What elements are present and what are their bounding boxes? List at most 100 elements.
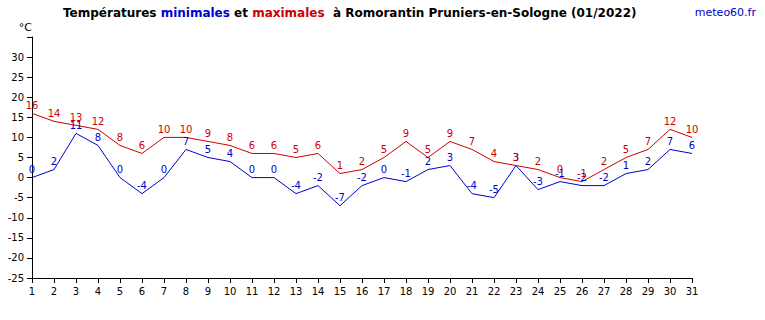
svg-text:25: 25 <box>554 286 567 297</box>
svg-text:7: 7 <box>161 286 167 297</box>
svg-text:2: 2 <box>425 156 431 167</box>
svg-text:4: 4 <box>95 286 101 297</box>
svg-text:27: 27 <box>598 286 611 297</box>
svg-text:3: 3 <box>73 286 79 297</box>
svg-text:23: 23 <box>510 286 523 297</box>
svg-text:18: 18 <box>400 286 413 297</box>
svg-text:29: 29 <box>642 286 655 297</box>
svg-text:7: 7 <box>645 136 651 147</box>
svg-text:6: 6 <box>271 140 277 151</box>
svg-text:30: 30 <box>11 52 24 63</box>
svg-text:2: 2 <box>359 156 365 167</box>
svg-text:-25: -25 <box>8 273 24 284</box>
svg-text:5: 5 <box>18 152 24 163</box>
svg-text:1: 1 <box>29 286 35 297</box>
svg-text:11: 11 <box>246 286 259 297</box>
svg-text:9: 9 <box>205 286 211 297</box>
svg-text:2: 2 <box>51 156 57 167</box>
svg-text:0: 0 <box>117 164 123 175</box>
svg-text:8: 8 <box>117 132 123 143</box>
svg-text:21: 21 <box>466 286 479 297</box>
svg-text:5: 5 <box>381 144 387 155</box>
svg-text:-5: -5 <box>489 184 499 195</box>
svg-text:3: 3 <box>447 152 453 163</box>
svg-text:8: 8 <box>227 132 233 143</box>
svg-text:14: 14 <box>48 108 61 119</box>
svg-text:13: 13 <box>70 112 83 123</box>
svg-text:-4: -4 <box>291 180 301 191</box>
svg-text:5: 5 <box>425 144 431 155</box>
svg-text:15: 15 <box>334 286 347 297</box>
svg-text:10: 10 <box>180 124 193 135</box>
svg-text:1: 1 <box>337 160 343 171</box>
svg-text:maximales: maximales <box>252 6 324 20</box>
svg-text:Températures: Températures <box>63 6 161 20</box>
svg-text:-15: -15 <box>8 232 24 243</box>
svg-text:9: 9 <box>403 128 409 139</box>
svg-text:9: 9 <box>447 128 453 139</box>
svg-text:0: 0 <box>381 164 387 175</box>
svg-text:12: 12 <box>92 116 105 127</box>
svg-text:5: 5 <box>293 144 299 155</box>
svg-text:10: 10 <box>686 124 699 135</box>
svg-text:6: 6 <box>139 286 145 297</box>
svg-text:10: 10 <box>11 132 24 143</box>
svg-text:0: 0 <box>557 164 563 175</box>
svg-text:-4: -4 <box>137 180 147 191</box>
svg-text:0: 0 <box>29 164 35 175</box>
svg-text:-10: -10 <box>8 212 24 223</box>
svg-text:6: 6 <box>315 140 321 151</box>
svg-text:20: 20 <box>444 286 457 297</box>
svg-text:0: 0 <box>161 164 167 175</box>
svg-text:et: et <box>230 6 252 20</box>
svg-text:25: 25 <box>11 72 24 83</box>
svg-text:minimales: minimales <box>161 6 230 20</box>
svg-text:22: 22 <box>488 286 501 297</box>
svg-text:2: 2 <box>51 286 57 297</box>
svg-text:2: 2 <box>535 156 541 167</box>
svg-text:0: 0 <box>249 164 255 175</box>
svg-text:4: 4 <box>227 148 233 159</box>
svg-text:19: 19 <box>422 286 435 297</box>
svg-text:-4: -4 <box>467 180 477 191</box>
svg-text:28: 28 <box>620 286 633 297</box>
svg-text:9: 9 <box>205 128 211 139</box>
svg-text:3: 3 <box>513 152 519 163</box>
svg-text:2: 2 <box>601 156 607 167</box>
svg-text:6: 6 <box>689 140 695 151</box>
svg-text:7: 7 <box>667 136 673 147</box>
svg-text:14: 14 <box>312 286 325 297</box>
svg-text:0: 0 <box>18 172 24 183</box>
svg-text:12: 12 <box>664 116 677 127</box>
svg-text:-2: -2 <box>599 172 609 183</box>
svg-text:20: 20 <box>11 92 24 103</box>
svg-text:-2: -2 <box>357 172 367 183</box>
svg-text:26: 26 <box>576 286 589 297</box>
svg-text:24: 24 <box>532 286 545 297</box>
svg-text:5: 5 <box>117 286 123 297</box>
svg-text:4: 4 <box>491 148 497 159</box>
svg-text:à Romorantin Pruniers-en-Solog: à Romorantin Pruniers-en-Sologne (01/202… <box>325 6 637 20</box>
svg-text:15: 15 <box>11 112 24 123</box>
svg-text:7: 7 <box>469 136 475 147</box>
svg-text:-20: -20 <box>8 252 24 263</box>
svg-text:-1: -1 <box>401 168 411 179</box>
svg-text:16: 16 <box>356 286 369 297</box>
svg-text:16: 16 <box>26 100 39 111</box>
svg-text:17: 17 <box>378 286 391 297</box>
svg-text:12: 12 <box>268 286 281 297</box>
svg-text:-7: -7 <box>335 192 345 203</box>
svg-text:-1: -1 <box>577 168 587 179</box>
svg-text:13: 13 <box>290 286 303 297</box>
svg-text:°C: °C <box>19 21 33 34</box>
svg-text:5: 5 <box>623 144 629 155</box>
svg-text:10: 10 <box>224 286 237 297</box>
svg-text:-2: -2 <box>313 172 323 183</box>
svg-text:-5: -5 <box>14 192 24 203</box>
svg-text:6: 6 <box>249 140 255 151</box>
svg-text:3: 3 <box>513 152 519 163</box>
svg-text:10: 10 <box>158 124 171 135</box>
svg-text:30: 30 <box>664 286 677 297</box>
svg-text:-3: -3 <box>533 176 543 187</box>
svg-text:meteo60.fr: meteo60.fr <box>695 6 757 19</box>
